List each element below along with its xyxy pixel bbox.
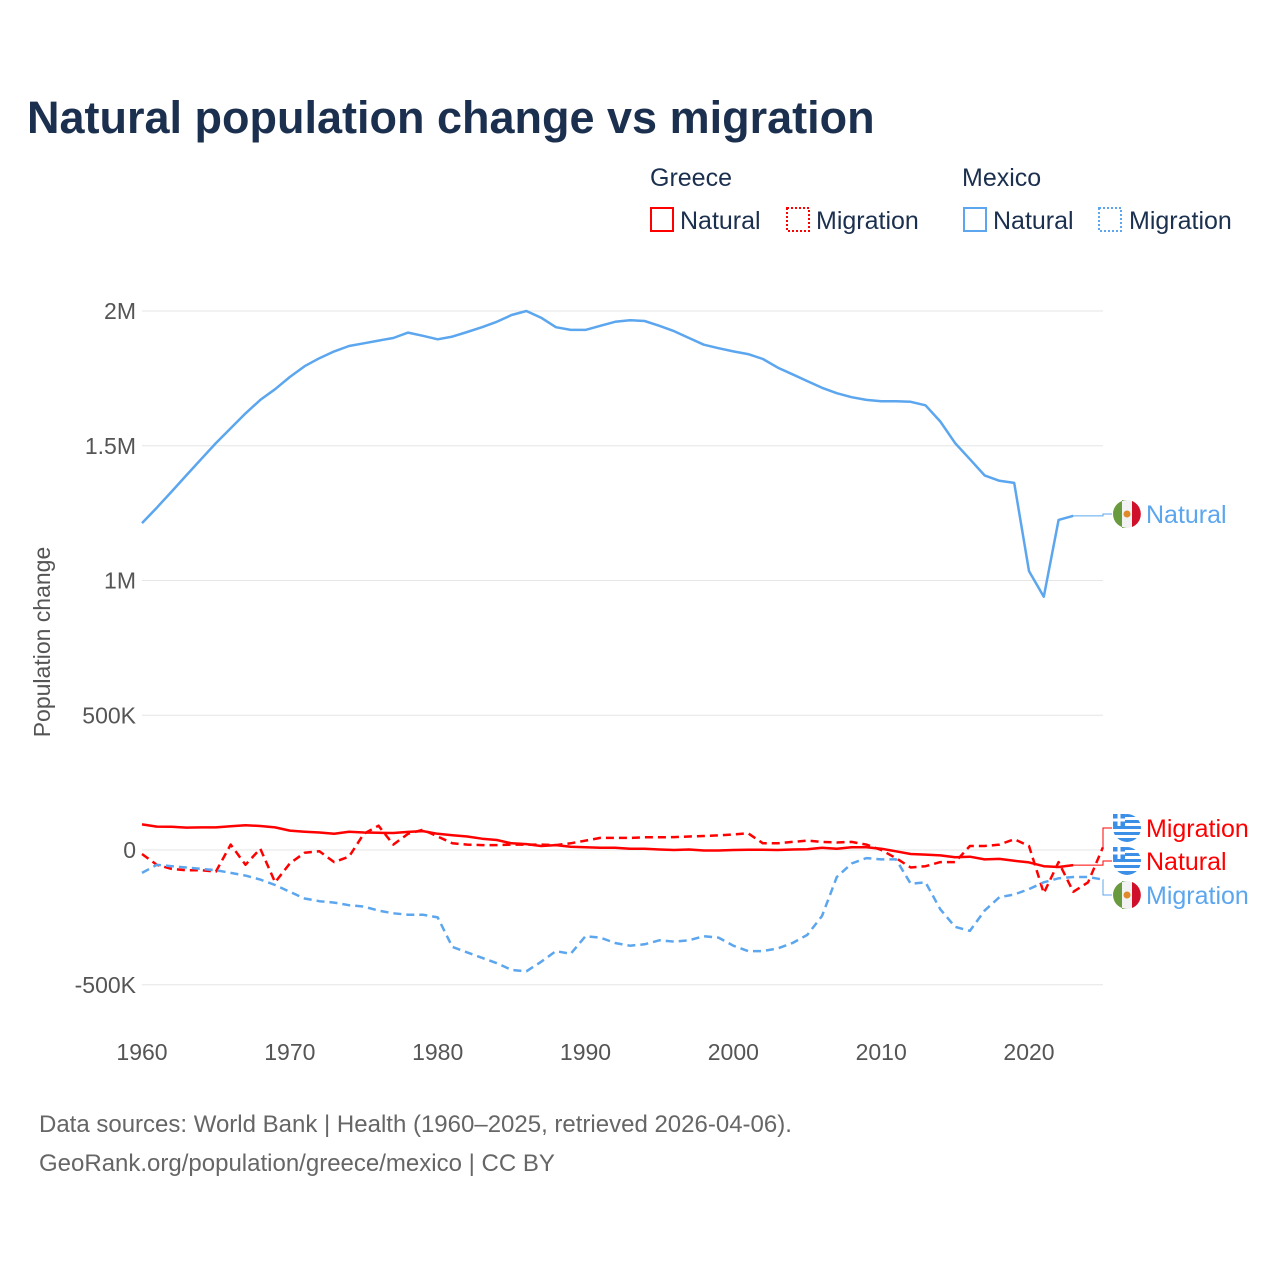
footer-sources: Data sources: World Bank | Health (1960–… [39, 1111, 792, 1138]
legend-group-greece: Greece [650, 164, 732, 192]
end-label-mexico-natural: Natural [1146, 501, 1227, 529]
x-tick-label: 1960 [116, 1039, 167, 1065]
greece-flag-icon [1113, 847, 1141, 875]
legend: Greece Natural Migration Mexico Natural … [650, 164, 1232, 235]
legend-swatch-mexico-natural[interactable] [963, 207, 987, 232]
greece-flag-icon [1113, 814, 1141, 842]
y-tick-label: 2M [104, 298, 136, 324]
x-tick-label: 1980 [412, 1039, 463, 1065]
x-tick-label: 2000 [708, 1039, 759, 1065]
y-axis-label: Population change [29, 547, 55, 738]
x-tick-label: 2020 [1003, 1039, 1054, 1065]
mexico-flag-icon [1113, 500, 1141, 528]
series-lines [141, 309, 1105, 973]
label-connector [1102, 879, 1112, 896]
mexico-flag-icon [1113, 881, 1141, 909]
y-axis: -500K 0 500K 1M 1.5M 2M [75, 298, 137, 998]
y-tick-label: 0 [123, 837, 136, 863]
legend-swatch-greece-natural[interactable] [650, 207, 674, 232]
label-connector [1073, 860, 1112, 866]
end-labels: Natural Natural Migration Migration [1073, 500, 1249, 910]
x-tick-label: 1970 [264, 1039, 315, 1065]
gridlines [142, 310, 1103, 986]
legend-label-greece-migration[interactable]: Migration [816, 207, 919, 235]
legend-group-mexico: Mexico [962, 164, 1041, 192]
label-connector [1073, 513, 1112, 517]
legend-label-mexico-migration[interactable]: Migration [1129, 207, 1232, 235]
y-tick-label: 500K [82, 702, 136, 728]
label-connector [1102, 827, 1112, 848]
end-label-greece-natural: Natural [1146, 848, 1227, 876]
x-tick-label: 1990 [560, 1039, 611, 1065]
legend-swatch-mexico-migration[interactable] [1098, 207, 1122, 232]
legend-label-mexico-natural[interactable]: Natural [993, 207, 1074, 235]
y-tick-label: 1.5M [85, 433, 136, 459]
y-tick-label: 1M [104, 568, 136, 594]
footer-attribution[interactable]: GeoRank.org/population/greece/mexico | C… [39, 1150, 555, 1177]
end-label-mexico-migration: Migration [1146, 882, 1249, 910]
chart-title: Natural population change vs migration [27, 92, 875, 143]
series-line-mexico-migration[interactable] [141, 856, 1104, 973]
end-label-greece-migration: Migration [1146, 815, 1249, 843]
series-line-mexico-natural[interactable] [141, 309, 1074, 598]
x-tick-label: 2010 [856, 1039, 907, 1065]
x-axis: 1960 1970 1980 1990 2000 2010 2020 [116, 1039, 1054, 1065]
legend-swatch-greece-migration[interactable] [786, 207, 810, 232]
y-tick-label: -500K [75, 972, 137, 998]
series-line-greece-natural[interactable] [141, 823, 1074, 869]
series-line-greece-migration[interactable] [141, 824, 1105, 895]
legend-label-greece-natural[interactable]: Natural [680, 207, 761, 235]
